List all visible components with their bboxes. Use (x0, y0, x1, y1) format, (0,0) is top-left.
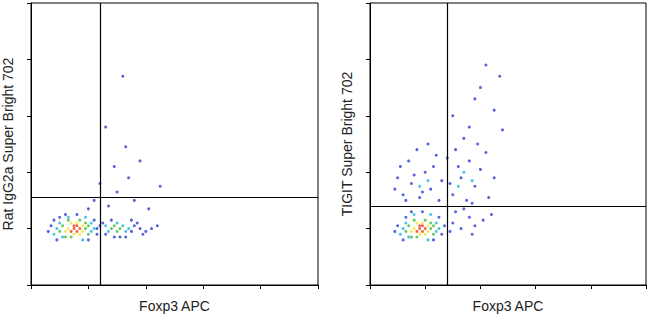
svg-text:TIGIT Super Bright 702: TIGIT Super Bright 702 (339, 72, 355, 217)
svg-text:Foxp3 APC: Foxp3 APC (473, 298, 544, 314)
svg-text:Foxp3 APC: Foxp3 APC (139, 298, 210, 314)
svg-text:Rat IgG2a Super Bright 702: Rat IgG2a Super Bright 702 (0, 57, 16, 230)
